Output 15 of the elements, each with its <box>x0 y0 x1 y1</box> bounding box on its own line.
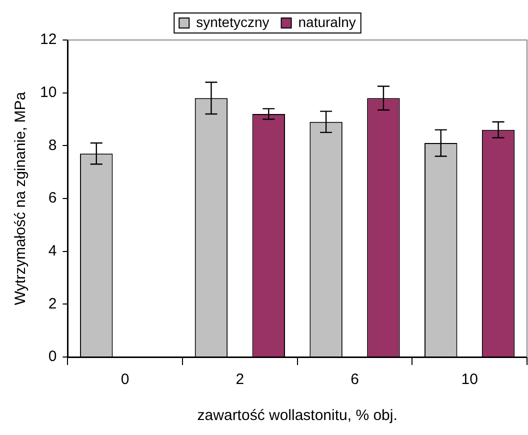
y-axis-title: Wytrzymałość na zginanie, MPa <box>12 91 30 306</box>
legend-label: syntetyczny <box>196 14 270 30</box>
y-tick-label: 4 <box>48 242 57 260</box>
y-tick-label: 8 <box>48 136 57 154</box>
x-axis-title: zawartość wollastonitu, % obj. <box>197 407 398 424</box>
legend-label: naturalny <box>298 14 356 30</box>
y-tick-label: 10 <box>40 84 57 101</box>
x-tick-label: 6 <box>350 371 359 388</box>
x-tick-label: 10 <box>461 371 478 388</box>
y-tick-label: 12 <box>40 31 57 48</box>
y-tick-label: 6 <box>48 190 57 207</box>
y-tick-label: 2 <box>48 295 57 312</box>
x-tick-label: 2 <box>236 371 244 388</box>
y-tick-label: 0 <box>48 348 57 366</box>
x-tick-label: 0 <box>120 371 130 388</box>
